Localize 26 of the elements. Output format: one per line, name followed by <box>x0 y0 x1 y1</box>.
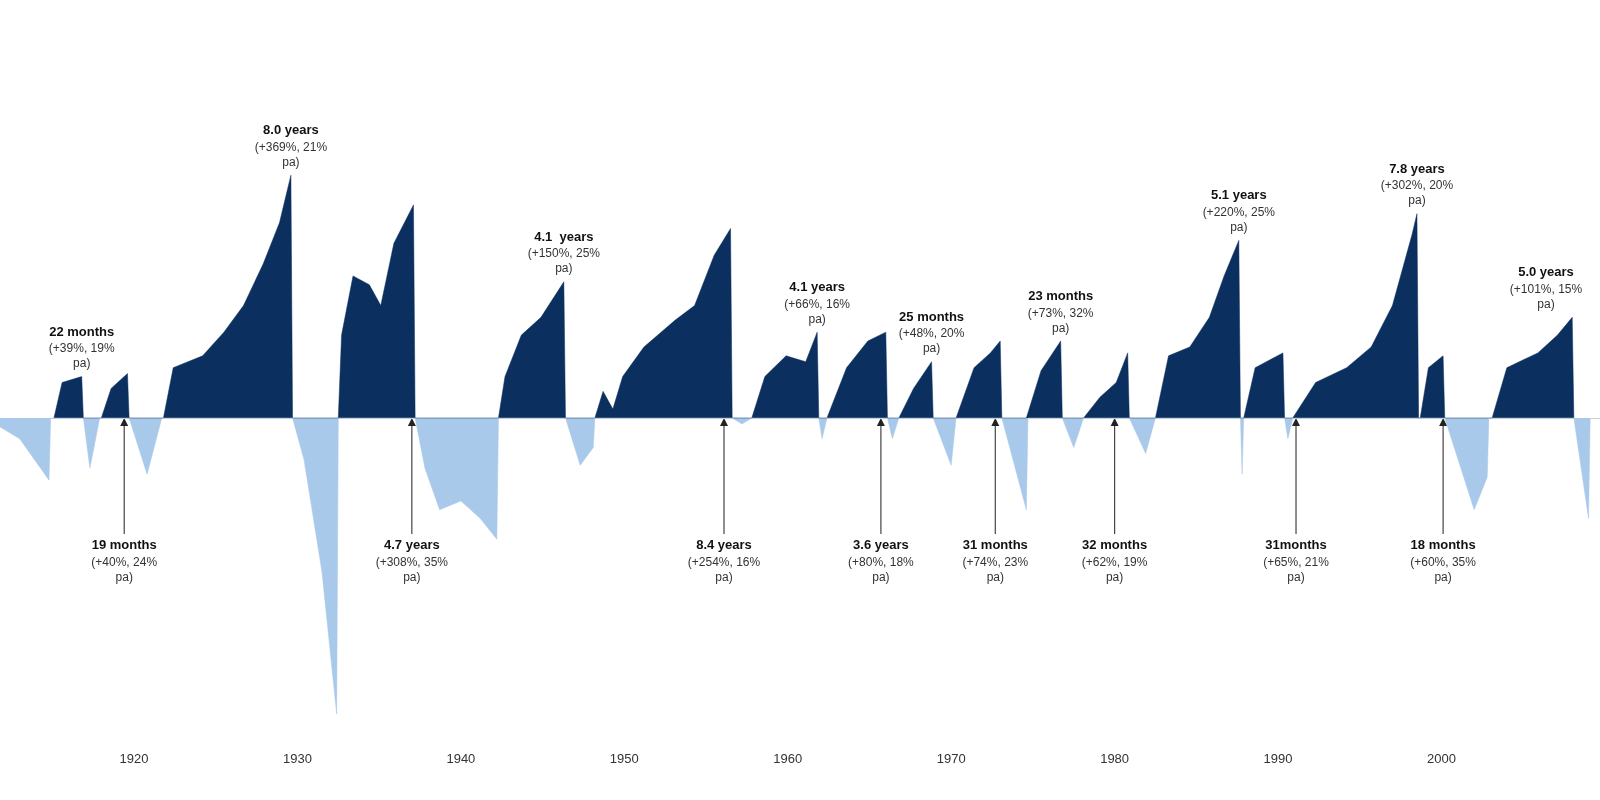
annotation: 5.0 years (+101%, 15% pa) <box>1509 264 1583 311</box>
annotation: 31 months (+74%, 23% pa) <box>962 537 1029 584</box>
x-tick-label: 1990 <box>1263 751 1293 766</box>
annotation: 5.1 years (+220%, 25% pa) <box>1202 187 1276 234</box>
annotation: 25 months (+48%, 20% pa) <box>898 308 965 356</box>
annotation: 4.7 years (+308%, 35% pa) <box>375 537 449 584</box>
x-tick-label: 2000 <box>1427 751 1456 766</box>
annotation: 8.4 years (+254%, 16% pa) <box>687 537 761 584</box>
annotation: 19 months (+40%, 24% pa) <box>91 537 158 584</box>
x-tick-label: 1950 <box>609 751 639 766</box>
x-tick-label: 1940 <box>446 751 476 766</box>
annotation: 4.1 years (+150%, 25% pa) <box>527 228 601 276</box>
annotation: 31months (+65%, 21% pa) <box>1263 537 1330 584</box>
annotation: 22 months (+39%, 19% pa) <box>48 323 115 371</box>
annotation: 3.6 years (+80%, 18% pa) <box>848 537 915 584</box>
x-tick-label: 1930 <box>282 751 312 766</box>
x-tick-label: 1920 <box>119 751 149 766</box>
annotation: 32 months (+62%, 19% pa) <box>1081 537 1148 584</box>
annotation: 8.0 years (+369%, 21% pa) <box>254 122 328 169</box>
x-tick-label: 1970 <box>936 751 966 766</box>
annotation: 4.1 years (+66%, 16% pa) <box>784 279 851 326</box>
annotation: 18 months (+60%, 35% pa) <box>1410 537 1477 584</box>
x-tick-label: 1980 <box>1100 751 1130 766</box>
x-tick-label: 1960 <box>773 751 803 766</box>
annotation: 7.8 years (+302%, 20% pa) <box>1380 160 1454 208</box>
annotation: 23 months (+73%, 32% pa) <box>1027 288 1094 335</box>
